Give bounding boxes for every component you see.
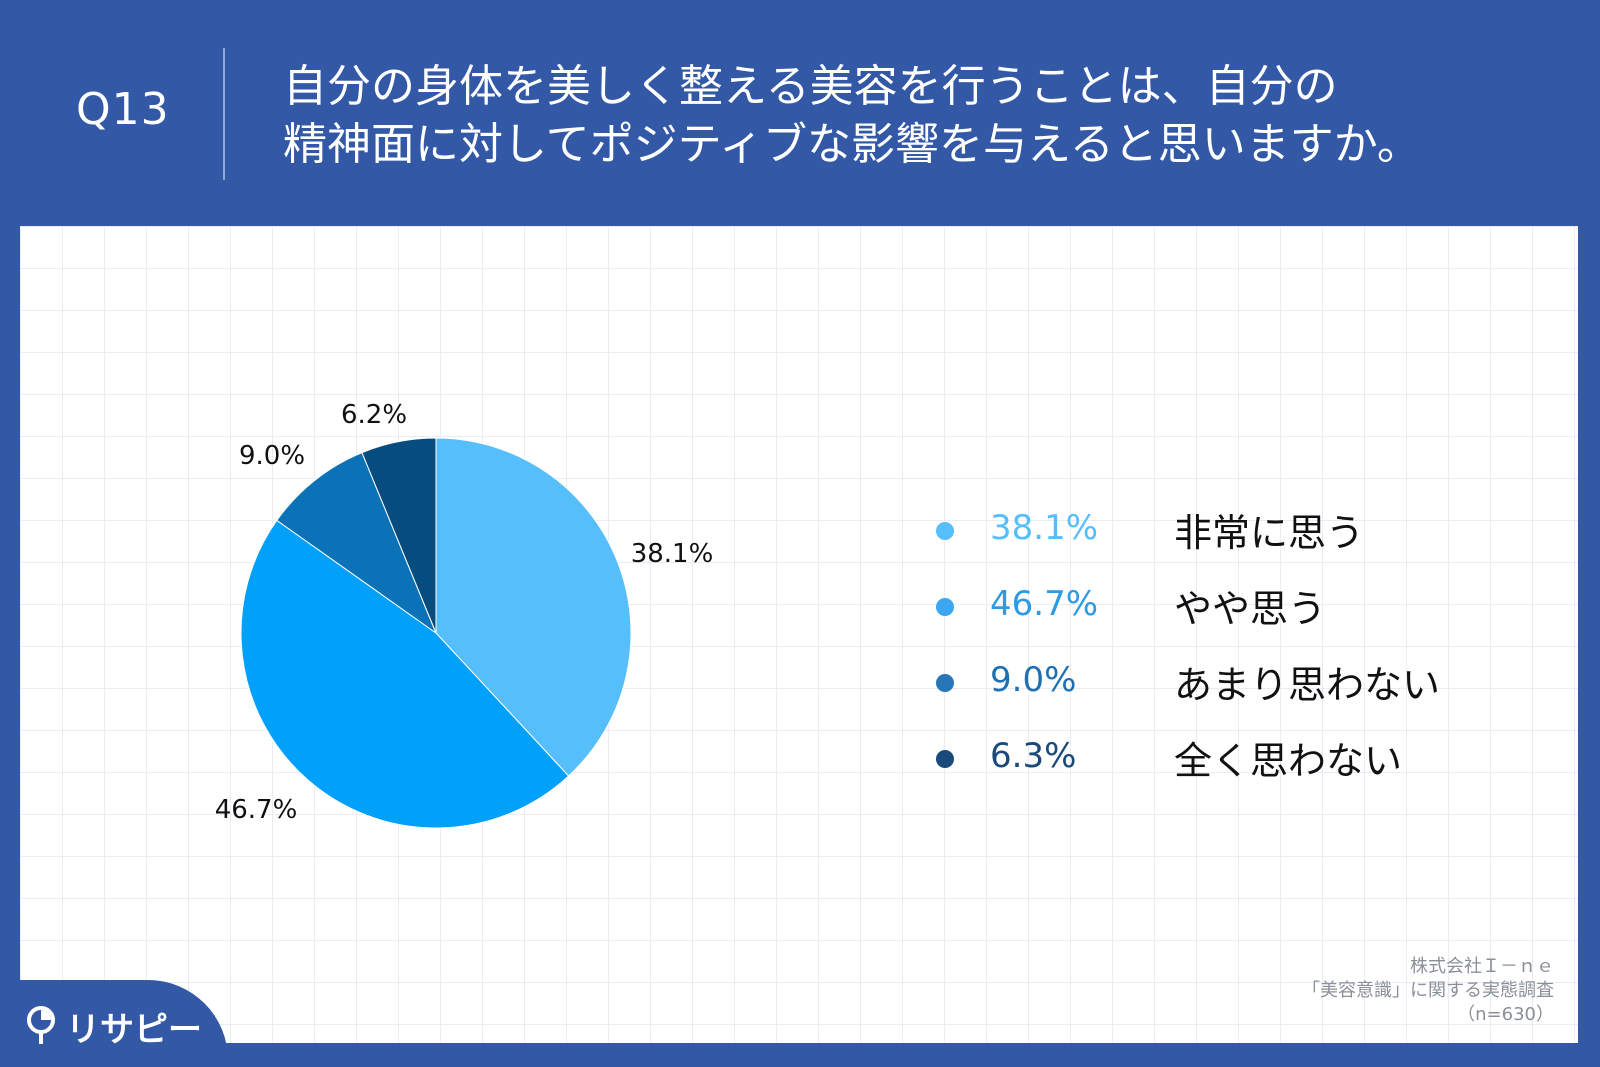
header-divider [223, 48, 225, 180]
legend-dot-icon [936, 750, 954, 768]
question-title-line2: 精神面に対してポジティブな影響を与えると思いますか。 [283, 119, 1421, 170]
source-note: 株式会社Ｉ－ｎｅ 「美容意識」に関する実態調査 （n=630） [1302, 955, 1554, 1027]
pie-slice-4 [361, 437, 437, 634]
slice-data-label-4: 6.2% [341, 400, 407, 430]
legend-item-2: 46.7% やや思う [920, 576, 1480, 636]
question-number: Q13 [76, 84, 170, 135]
legend-label: 全く思わない [1174, 739, 1403, 783]
legend-value: 38.1% [990, 508, 1099, 548]
legend-value: 9.0% [990, 660, 1077, 700]
question-title-line1: 自分の身体を美しく整える美容を行うことは、自分の [283, 61, 1338, 112]
legend-item-4: 6.3% 全く思わない [920, 728, 1480, 788]
legend-dot-icon [936, 522, 954, 540]
legend-value: 46.7% [990, 584, 1099, 624]
pie-slice-1 [435, 437, 632, 777]
legend-item-3: 9.0% あまり思わない [920, 652, 1480, 712]
slice-data-label-1: 38.1% [631, 539, 714, 569]
slice-data-label-3: 9.0% [239, 441, 305, 471]
source-survey: 「美容意識」に関する実態調査 [1302, 980, 1554, 1001]
source-sample: （n=630） [1457, 1004, 1554, 1025]
header: Q13 自分の身体を美しく整える美容を行うことは、自分の 精神面に対してポジティ… [0, 0, 1600, 226]
slice-data-label-2: 46.7% [215, 795, 298, 825]
question-title: 自分の身体を美しく整える美容を行うことは、自分の 精神面に対してポジティブな影響… [283, 58, 1573, 174]
source-company: 株式会社Ｉ－ｎｅ [1410, 956, 1554, 977]
legend-dot-icon [936, 598, 954, 616]
legend-label: やや思う [1174, 587, 1327, 631]
pie-slice-3 [276, 451, 438, 635]
logo-pin-icon [27, 1006, 55, 1044]
legend-item-1: 38.1% 非常に思う [920, 500, 1480, 560]
logo-text: リサピー [66, 1010, 202, 1050]
logo-tab [0, 980, 228, 1067]
legend-value: 6.3% [990, 736, 1077, 776]
legend-label: 非常に思う [1174, 511, 1365, 555]
pie-slice-2 [240, 519, 570, 829]
legend-dot-icon [936, 674, 954, 692]
legend-label: あまり思わない [1174, 663, 1441, 707]
